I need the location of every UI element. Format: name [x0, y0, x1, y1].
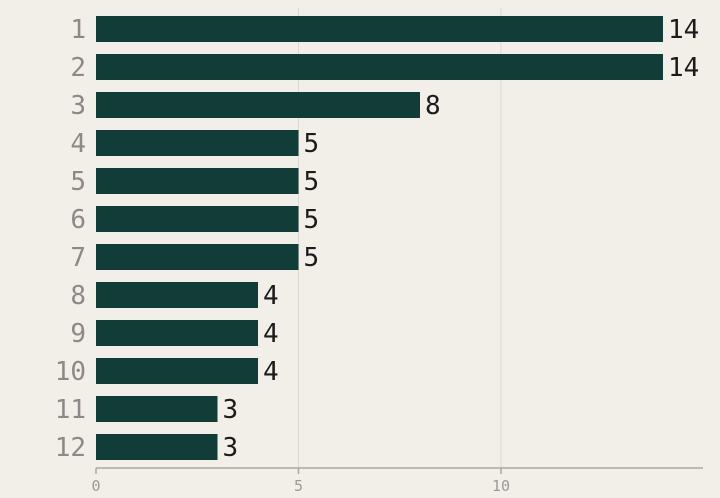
bar	[96, 320, 258, 346]
category-label: 7	[70, 243, 86, 273]
bar	[96, 16, 663, 42]
gridlines	[298, 8, 502, 468]
tick-label: 0	[91, 477, 100, 495]
value-label: 4	[263, 357, 279, 387]
value-label: 3	[223, 395, 239, 425]
bar	[96, 358, 258, 384]
category-label: 12	[55, 433, 86, 463]
bar	[96, 282, 258, 308]
value-label: 14	[668, 53, 699, 83]
bar	[96, 244, 299, 270]
bar	[96, 206, 299, 232]
value-label: 3	[223, 433, 239, 463]
value-label: 14	[668, 15, 699, 45]
category-label: 5	[70, 167, 86, 197]
category-label: 3	[70, 91, 86, 121]
tick-label: 5	[294, 477, 303, 495]
category-label: 9	[70, 319, 86, 349]
category-label: 11	[55, 395, 86, 425]
category-label: 2	[70, 53, 86, 83]
value-label: 4	[263, 281, 279, 311]
bar	[96, 396, 218, 422]
category-label: 6	[70, 205, 86, 235]
value-label: 5	[304, 243, 320, 273]
bar	[96, 130, 299, 156]
x-axis-ticks: 0 5 10	[91, 468, 510, 495]
category-label: 8	[70, 281, 86, 311]
bars	[96, 16, 663, 460]
bar	[96, 54, 663, 80]
value-label: 4	[263, 319, 279, 349]
category-label: 10	[55, 357, 86, 387]
value-label: 8	[425, 91, 441, 121]
bar	[96, 168, 299, 194]
bar	[96, 92, 420, 118]
value-label: 5	[304, 129, 320, 159]
tick-label: 10	[492, 477, 510, 495]
value-label: 5	[304, 205, 320, 235]
value-label: 5	[304, 167, 320, 197]
category-label: 4	[70, 129, 86, 159]
bar	[96, 434, 218, 460]
category-label: 1	[70, 15, 86, 45]
